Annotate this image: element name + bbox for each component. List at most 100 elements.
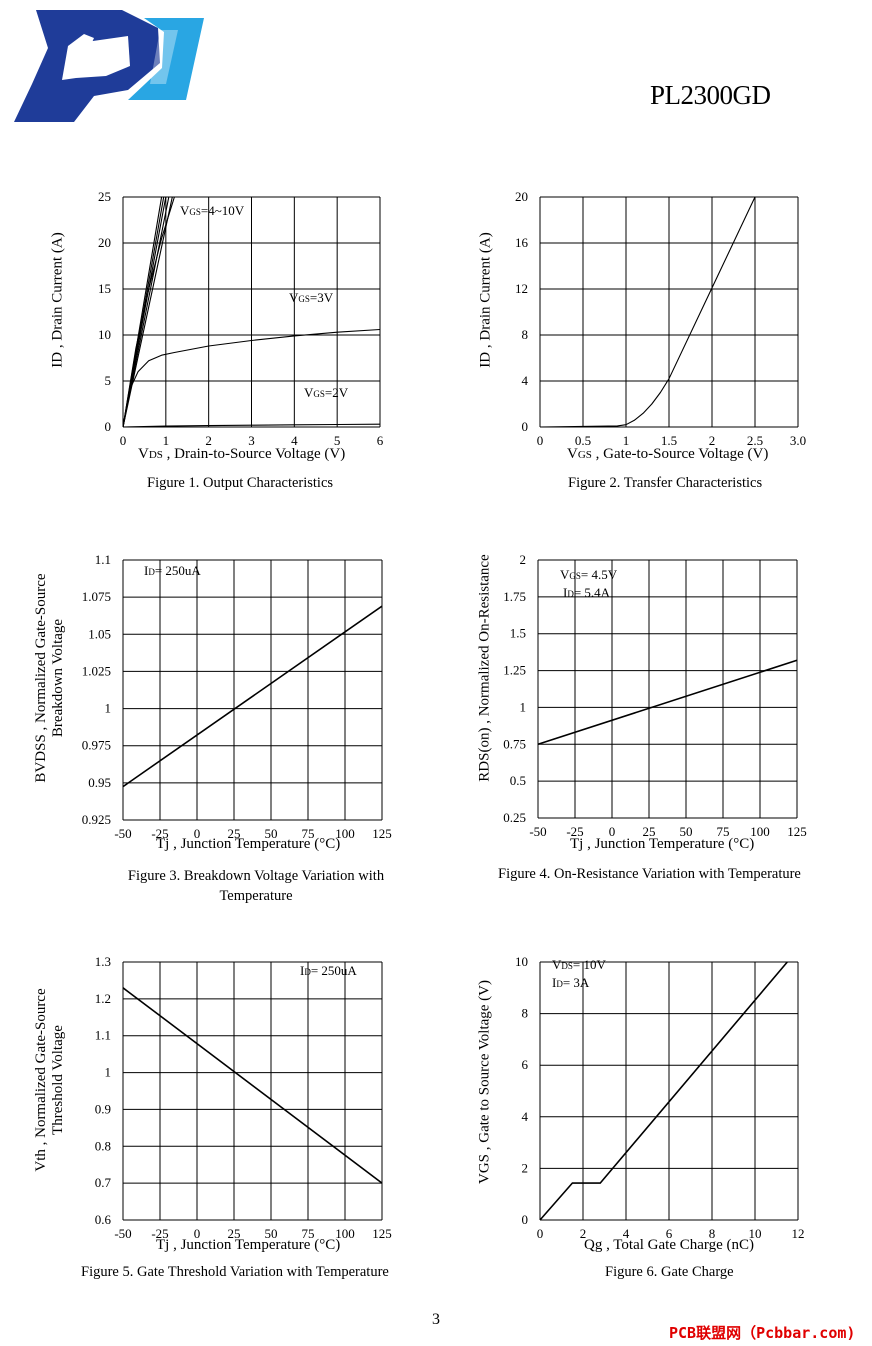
figure-3: -50 -25 0 25 50 75 100 125 0.925 0.95 0.975 1 1.025 1… xyxy=(0,0,392,841)
chart-6-ticks: 0 2 4 6 8 10 12 0 2 4 6 8 10 xyxy=(515,954,805,1241)
chart-2-ticks: 0 0.5 1 1.5 2 2.5 3.0 0 4 8 12 16 20 xyxy=(515,189,806,448)
chart-3-ytick-label: 1.075 xyxy=(82,589,111,604)
chart-6-xtick-label: 12 xyxy=(792,1226,805,1241)
chart-1-series-line xyxy=(122,196,175,428)
chart-4-ytick-label: 0.5 xyxy=(510,773,526,788)
figure-3-caption: Figure 3. Breakdown Voltage Variation wi… xyxy=(127,868,385,904)
figure-1-annotation-1: VGS=4~10V xyxy=(180,203,245,218)
chart-4-series-line xyxy=(537,659,798,746)
chart-2-xtick-label: 1.5 xyxy=(661,433,677,448)
chart-2-ytick-label: 12 xyxy=(515,281,528,296)
chart-4-grid xyxy=(537,559,798,819)
chart-1-ytick-label: 5 xyxy=(105,373,112,388)
chart-2-xtick-label: 2 xyxy=(709,433,716,448)
chart-4-ytick-label: 2 xyxy=(520,552,527,567)
figure-1-ylabel: ID , Drain Current (A) xyxy=(49,232,66,368)
chart-1-marks xyxy=(122,196,381,428)
chart-5-xtick-label: 125 xyxy=(372,1226,392,1241)
chart-1-xtick-label: 5 xyxy=(334,433,341,448)
chart-3-ytick-label: 1.1 xyxy=(95,552,111,567)
figure-6-annotation-1: VDS= 10V xyxy=(552,957,606,972)
chart-2-ytick-label: 20 xyxy=(515,189,528,204)
chart-6-series-line xyxy=(539,961,788,1221)
chart-1-xtick-label: 1 xyxy=(163,433,170,448)
figure-6: 0 2 4 6 8 10 12 0 2 4 6 8 10 xyxy=(0,0,805,1241)
chart-4-ytick-label: 0.75 xyxy=(503,736,526,751)
chart-4-ytick-label: 1.75 xyxy=(503,589,526,604)
chart-2-ytick-label: 16 xyxy=(515,235,529,250)
chart-6-xtick-label: 0 xyxy=(537,1226,544,1241)
chart-3-xtick-label: 0 xyxy=(194,826,201,841)
figure-6-caption: Figure 6. Gate Charge xyxy=(605,1264,734,1280)
chart-3-marks xyxy=(122,605,383,788)
figure-1-caption: Figure 1. Output Characteristics xyxy=(147,475,334,491)
chart-6-xtick-label: 10 xyxy=(749,1226,762,1241)
chart-5-grid xyxy=(122,961,383,1221)
chart-3-xtick-label: -50 xyxy=(114,826,131,841)
chart-6-ytick-label: 10 xyxy=(515,954,528,969)
chart-5-ytick-label: 1.1 xyxy=(95,1028,111,1043)
chart-4-xtick-label: -50 xyxy=(529,824,546,839)
chart-4-marks xyxy=(537,659,798,746)
chart-1-grid xyxy=(122,196,381,428)
figure-4-ylabel: RDS(on) , Normalized On-Resistance xyxy=(476,554,493,782)
chart-6-ytick-label: 2 xyxy=(522,1160,529,1175)
chart-1-ytick-label: 10 xyxy=(98,327,111,342)
chart-5-ticks: -50 -25 0 25 50 75 100 125 0.6 0.7 0.8 0.9 1 1.1 1.2 1.… xyxy=(95,954,392,1241)
figure-3-xlabel: Tj , Junction Temperature (°C) xyxy=(156,836,341,852)
chart-6-ytick-label: 4 xyxy=(522,1109,529,1124)
chart-1-xtick-label: 2 xyxy=(205,433,212,448)
figure-5-annotation-1: ID= 250uA xyxy=(300,963,357,978)
chart-2-xtick-label: 1 xyxy=(623,433,630,448)
chart-1-xtick-label: 0 xyxy=(120,433,127,448)
chart-5-svg: -50 -25 0 25 50 75 100 125 0.6 0.7 0.8 0.9 1 1.1 1.2 1.… xyxy=(95,954,392,1241)
chart-2-marks xyxy=(539,196,756,428)
chart-3-xtick-label: 25 xyxy=(228,826,241,841)
figure-6-ylabel: VGS , Gate to Source Voltage (V) xyxy=(476,980,493,1184)
chart-5-ytick-label: 0.9 xyxy=(95,1101,111,1116)
chart-3-xtick-label: -25 xyxy=(151,826,168,841)
watermark: PCB联盟网（Pcbbar.com) xyxy=(669,1324,856,1342)
chart-5-ytick-label: 0.8 xyxy=(95,1138,111,1153)
chart-5-ytick-label: 0.7 xyxy=(95,1175,112,1190)
figure-1-annotation-2: VGS=3V xyxy=(289,290,334,305)
figure-1: 0 1 2 3 4 5 6 0 5 10 15 20 25 xyxy=(0,0,384,448)
chart-5-xtick-label: 50 xyxy=(265,1226,278,1241)
chart-5-ytick-label: 1.2 xyxy=(95,991,111,1006)
chart-5-xtick-label: -50 xyxy=(114,1226,131,1241)
chart-3-xtick-label: 75 xyxy=(302,826,315,841)
chart-6-marks xyxy=(539,961,788,1221)
page-number: 3 xyxy=(432,1311,440,1328)
chart-1-ytick-label: 0 xyxy=(105,419,112,434)
chart-1-xtick-label: 3 xyxy=(248,433,255,448)
chart-3-ticks: -50 -25 0 25 50 75 100 125 0.925 0.95 0.975 1 1.025 1… xyxy=(82,552,392,841)
chart-4-ytick-label: 1.25 xyxy=(503,663,526,678)
chart-4-ticks: -50 -25 0 25 50 75 100 125 0.25 0.5 0.75 1 1.25 1.5 1.… xyxy=(503,552,807,839)
figure-1-xlabel: VDS , Drain-to-Source Voltage (V) xyxy=(138,446,346,462)
chart-5-marks xyxy=(122,987,383,1184)
chart-4-ytick-label: 1.5 xyxy=(510,626,526,641)
figure-5-xlabel: Tj , Junction Temperature (°C) xyxy=(156,1237,341,1253)
chart-3-xtick-label: 50 xyxy=(265,826,278,841)
figure-2-xlabel: VGS , Gate-to-Source Voltage (V) xyxy=(567,446,769,462)
chart-6-xtick-label: 4 xyxy=(623,1226,630,1241)
chart-2-ytick-label: 0 xyxy=(522,419,529,434)
chart-4-xtick-label: 25 xyxy=(643,824,656,839)
chart-3-series-line xyxy=(122,605,383,788)
part-number: PL2300GD xyxy=(650,80,771,110)
chart-5-xtick-label: 25 xyxy=(228,1226,241,1241)
chart-6-xtick-label: 2 xyxy=(580,1226,587,1241)
chart-3-svg: -50 -25 0 25 50 75 100 125 0.925 0.95 0.975 1 1.025 1… xyxy=(82,552,392,841)
figure-3-ylabel: BVDSS , Normalized Gate-Source Breakdown… xyxy=(33,573,66,783)
chart-5-ytick-label: 1 xyxy=(105,1065,112,1080)
chart-2-xtick-label: 3.0 xyxy=(790,433,806,448)
chart-4-xtick-label: -25 xyxy=(566,824,583,839)
chart-3-ytick-label: 1 xyxy=(105,701,112,716)
chart-2-xtick-label: 0 xyxy=(537,433,544,448)
figure-5: -50 -25 0 25 50 75 100 125 0.6 0.7 0.8 0.9 1 1.1 1.2 1.… xyxy=(0,0,392,1241)
chart-2-series-line xyxy=(539,196,756,428)
chart-1-svg: 0 1 2 3 4 5 6 0 5 10 15 20 25 xyxy=(98,189,384,448)
chart-1-ytick-label: 20 xyxy=(98,235,111,250)
chart-3-grid xyxy=(122,559,383,821)
chart-5-series-line xyxy=(122,987,383,1184)
